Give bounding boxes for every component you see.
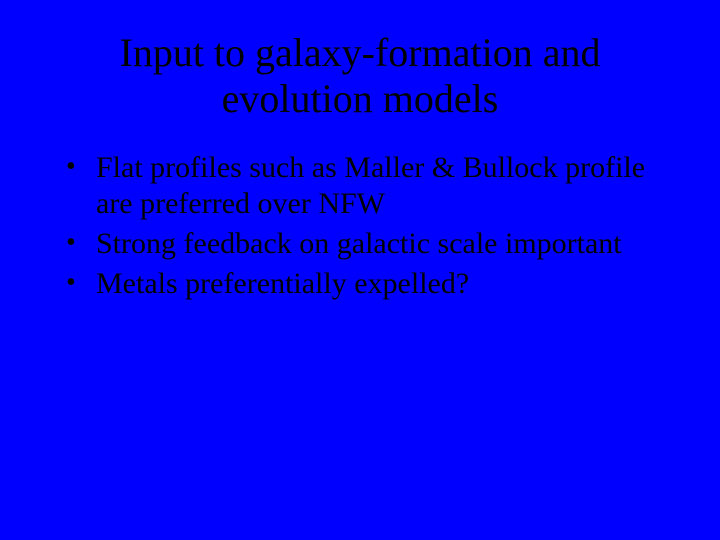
slide-title: Input to galaxy-formation and evolution … bbox=[40, 30, 680, 122]
bullet-list: Flat profiles such as Maller & Bullock p… bbox=[0, 150, 720, 302]
bullet-item: Metals preferentially expelled? bbox=[60, 266, 660, 302]
slide: Input to galaxy-formation and evolution … bbox=[0, 0, 720, 540]
bullet-item: Strong feedback on galactic scale import… bbox=[60, 226, 660, 262]
bullet-item: Flat profiles such as Maller & Bullock p… bbox=[60, 150, 660, 222]
